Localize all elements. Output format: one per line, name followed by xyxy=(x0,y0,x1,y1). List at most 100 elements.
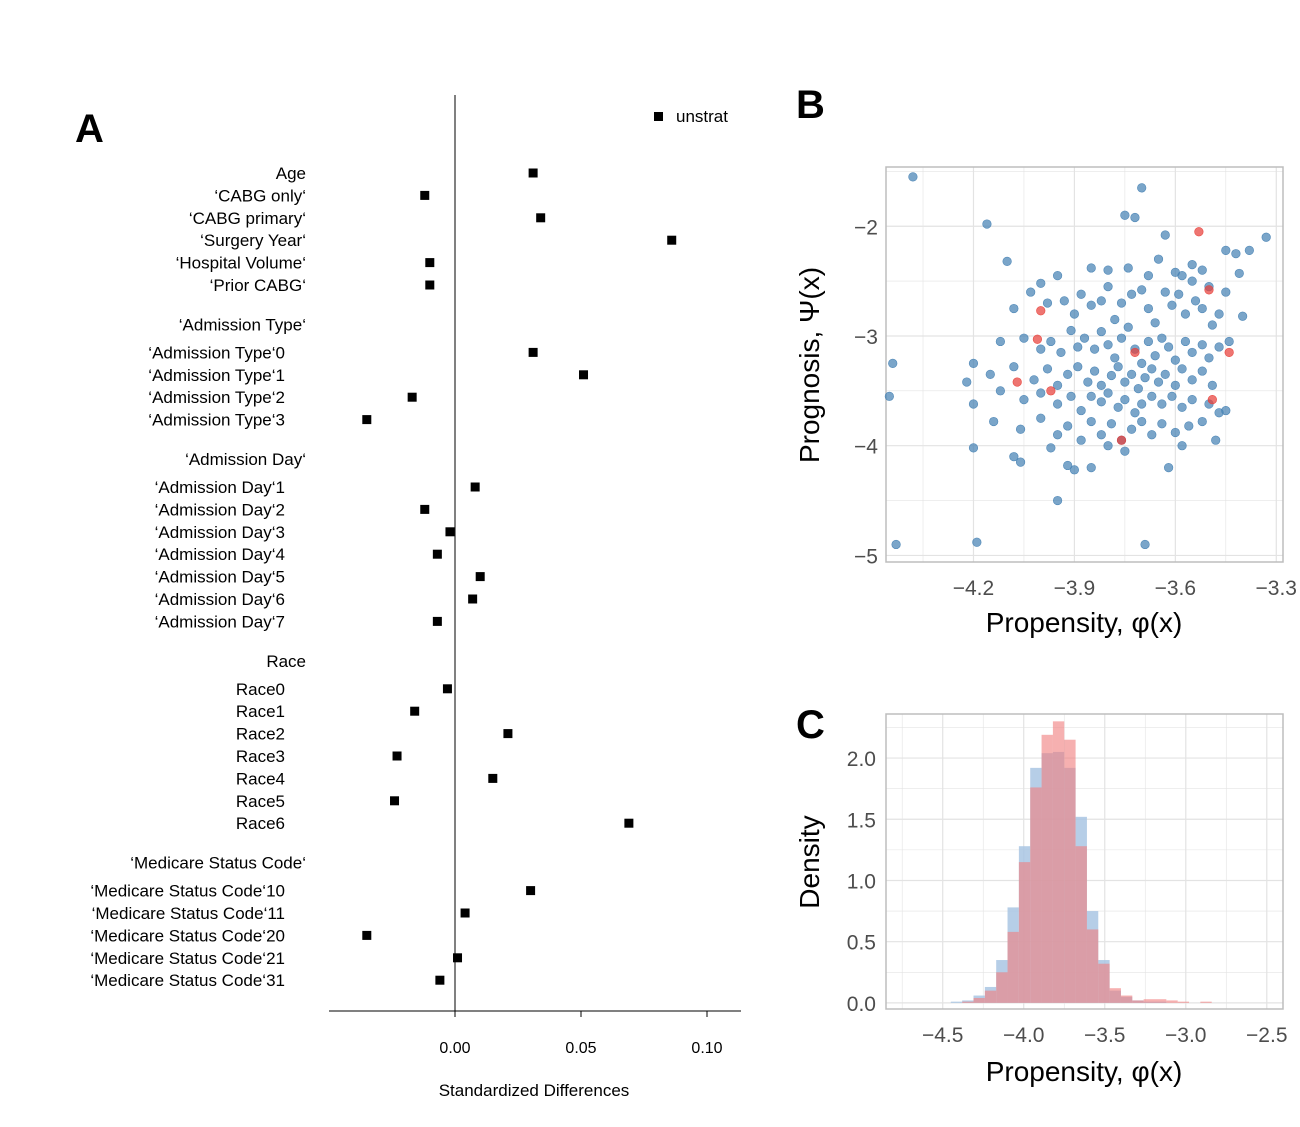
panel-a-point xyxy=(425,280,435,290)
panel-b-blue-point xyxy=(1137,358,1147,369)
panel-b-blue-point xyxy=(908,172,918,182)
panel-b-blue-point xyxy=(1204,353,1214,363)
panel-b-blue-point xyxy=(1069,465,1080,475)
panel-b-blue-point xyxy=(1076,405,1086,416)
panel-c-red-bar xyxy=(1200,1001,1212,1003)
panel-b-blue-point xyxy=(1147,364,1157,374)
panel-a-row-label: ‘CABG primary‘ xyxy=(189,209,306,228)
panel-b-plot-area xyxy=(886,167,1283,562)
panel-a-row-label: ‘Admission Day‘2 xyxy=(155,500,285,519)
panel-a-point xyxy=(453,953,463,963)
panel-a-x-tick-label: 0.00 xyxy=(439,1040,470,1057)
panel-a-row-label: ‘Admission Day‘4 xyxy=(155,545,285,564)
panel-b-blue-point xyxy=(1073,342,1083,352)
panel-a-row-label: ‘Admission Day‘5 xyxy=(155,568,285,587)
panel-b-blue-point xyxy=(1211,435,1221,445)
panel-a-row-label: Race3 xyxy=(236,747,285,766)
panel-b-blue-point xyxy=(1221,287,1231,297)
panel-a-point xyxy=(536,213,546,223)
panel-b-red-point xyxy=(1194,227,1204,237)
panel-c-red-bar xyxy=(1064,739,1076,1003)
panel-b-blue-point xyxy=(1015,424,1026,434)
panel-a-point xyxy=(407,392,417,402)
panel-b-blue-point xyxy=(1167,391,1177,401)
panel-a-row-label: Race5 xyxy=(236,792,285,811)
panel-a-row-label: ‘Medicare Status Code‘20 xyxy=(90,926,285,945)
panel-b-blue-point xyxy=(1009,303,1019,314)
panel-a-x-tick-label: 0.10 xyxy=(691,1040,722,1057)
panel-b-red-point xyxy=(1130,347,1140,358)
panel-b-blue-point xyxy=(1160,369,1170,379)
panel-b-blue-point xyxy=(1116,298,1127,308)
panel-b-blue-point xyxy=(1214,309,1224,319)
panel-b-y-tick-label: −3 xyxy=(854,326,878,349)
panel-b-blue-point xyxy=(1177,402,1187,412)
panel-b-blue-point xyxy=(1150,351,1160,361)
panel-b-blue-point xyxy=(1042,298,1053,308)
panel-b-blue-point xyxy=(1110,314,1120,325)
panel-b-blue-point xyxy=(1063,421,1073,431)
panel-b-blue-point xyxy=(1052,399,1063,409)
panel-a-row-label: ‘Admission Type‘3 xyxy=(148,411,285,430)
panel-b-blue-point xyxy=(995,386,1005,396)
panel-b-blue-point xyxy=(1130,408,1140,418)
panel-b-blue-point xyxy=(1127,424,1137,434)
panel-a-group-header: ‘Admission Type‘ xyxy=(179,315,306,334)
panel-b-blue-point xyxy=(1224,336,1234,347)
panel-b-blue-point xyxy=(1096,296,1106,306)
panel-b-x-axis-title: Propensity, φ(x) xyxy=(986,607,1183,638)
panel-b-blue-point xyxy=(1036,344,1046,354)
panel-a-letter: A xyxy=(75,107,104,151)
panel-b-blue-point xyxy=(989,416,999,427)
panel-a-row-label: Race4 xyxy=(236,769,285,788)
panel-b-blue-point xyxy=(1137,416,1147,427)
panel-c-letter: C xyxy=(796,703,825,747)
panel-b-blue-point xyxy=(1120,210,1130,220)
panel-c-y-axis-title: Density xyxy=(794,815,825,908)
panel-b-blue-point xyxy=(1120,377,1130,387)
panel-b-blue-point xyxy=(1137,285,1147,295)
panel-b-blue-point xyxy=(1187,260,1197,270)
panel-c-red-bar xyxy=(1154,999,1167,1003)
panel-b-blue-point xyxy=(1174,289,1184,299)
panel-c-red-bar xyxy=(1030,787,1042,1003)
panel-b-blue-point xyxy=(1076,289,1086,299)
panel-c-y-tick-label: 0.0 xyxy=(847,993,876,1016)
panel-a-row-label: ‘Medicare Status Code‘10 xyxy=(90,882,285,901)
panel-b-blue-point xyxy=(1063,460,1073,471)
panel-b-blue-point xyxy=(1184,421,1194,431)
panel-b-blue-point xyxy=(1106,419,1117,429)
panel-a-row-label: ‘Medicare Status Code‘21 xyxy=(90,949,285,968)
panel-b-blue-point xyxy=(888,358,898,369)
panel-b-blue-point xyxy=(968,399,979,409)
panel-a-row-label: ‘Surgery Year‘ xyxy=(200,231,306,250)
panel-b-blue-point xyxy=(1036,388,1046,398)
panel-b-blue-point xyxy=(1170,355,1180,365)
panel-a-point xyxy=(362,415,372,425)
panel-c-red-bar xyxy=(1143,999,1155,1003)
panel-b-blue-point xyxy=(1143,271,1154,281)
panel-b-blue-point xyxy=(1096,326,1106,337)
panel-b-blue-point xyxy=(891,539,901,550)
panel-b-red-point xyxy=(1207,395,1217,405)
panel-a-point xyxy=(579,370,589,380)
panel-a-row-label: ‘Admission Type‘2 xyxy=(148,388,285,407)
panel-a-row-label: Race2 xyxy=(236,725,285,744)
panel-a-row-label: ‘Admission Type‘1 xyxy=(148,366,285,385)
panel-a-row-label: ‘Medicare Status Code‘31 xyxy=(90,971,285,990)
panel-b-blue-point xyxy=(1170,380,1180,390)
panel-b-blue-point xyxy=(1143,336,1154,347)
panel-b-blue-point xyxy=(1177,364,1187,374)
panel-b-x-tick-label: −4.2 xyxy=(953,577,994,600)
panel-c-red-bar xyxy=(1177,1001,1190,1003)
panel-b-blue-point xyxy=(1123,322,1133,332)
panel-b-blue-point xyxy=(1130,212,1140,223)
panel-b-blue-point xyxy=(1137,183,1147,193)
panel-a-row-label: ‘Admission Day‘3 xyxy=(155,523,285,542)
panel-b-blue-point xyxy=(1113,362,1123,372)
panel-b-blue-point xyxy=(1009,452,1019,462)
panel-b-red-point xyxy=(1012,377,1022,387)
panel-b-blue-point xyxy=(1190,296,1201,306)
panel-b-blue-point xyxy=(1096,380,1106,390)
